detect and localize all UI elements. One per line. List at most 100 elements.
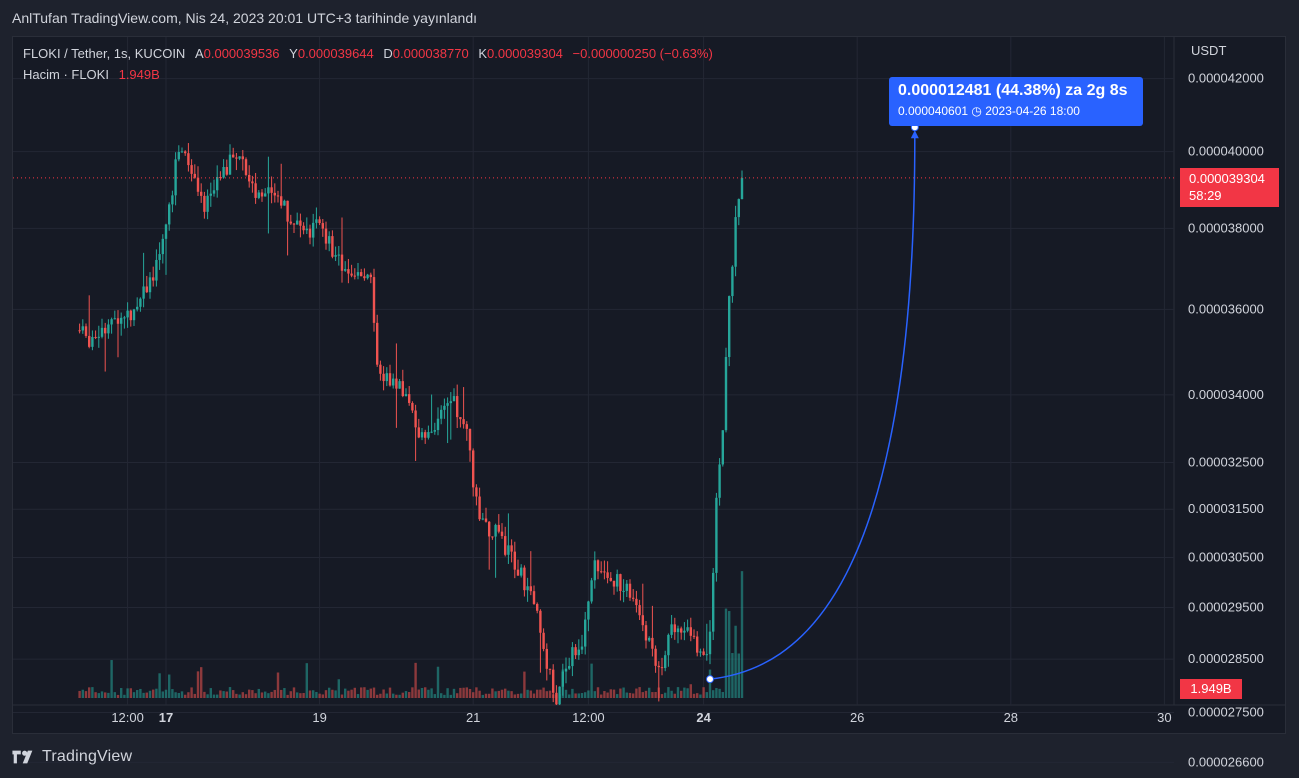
symbol-name[interactable]: FLOKI / Tether, 1s, KUCOIN [23, 46, 186, 61]
candle-body[interactable] [161, 238, 164, 255]
candle-body[interactable] [145, 286, 148, 293]
candle-body[interactable] [718, 464, 721, 498]
candle-body[interactable] [251, 181, 254, 184]
candle-body[interactable] [478, 496, 481, 520]
candle-body[interactable] [673, 624, 676, 633]
candle-body[interactable] [484, 518, 488, 522]
candle-body[interactable] [696, 636, 699, 653]
candle-body[interactable] [296, 220, 299, 225]
candle-body[interactable] [593, 560, 596, 581]
candle-body[interactable] [219, 176, 222, 178]
candle-body[interactable] [404, 394, 408, 397]
candle-body[interactable] [228, 154, 232, 175]
candle-body[interactable] [174, 159, 177, 196]
candle-body[interactable] [91, 337, 94, 347]
candle-body[interactable] [680, 628, 683, 633]
candle-body[interactable] [152, 277, 155, 281]
candle-body[interactable] [430, 431, 433, 433]
candle-body[interactable] [308, 228, 312, 238]
candle-body[interactable] [283, 200, 286, 206]
candle-body[interactable] [225, 167, 228, 175]
candle-body[interactable] [232, 154, 235, 158]
candle-body[interactable] [523, 567, 526, 591]
candle-body[interactable] [692, 635, 696, 637]
candle-body[interactable] [363, 276, 366, 279]
candle-body[interactable] [180, 151, 184, 153]
candle-body[interactable] [280, 196, 283, 206]
candle-body[interactable] [116, 318, 120, 324]
candle-body[interactable] [497, 524, 500, 532]
candle-body[interactable] [468, 428, 472, 451]
candle-body[interactable] [664, 655, 667, 669]
candle-body[interactable] [587, 601, 590, 620]
candle-body[interactable] [97, 336, 100, 338]
candle-body[interactable] [548, 668, 552, 670]
candle-body[interactable] [318, 219, 321, 224]
candle-body[interactable] [699, 651, 702, 653]
candle-body[interactable] [606, 572, 609, 578]
candle-body[interactable] [619, 574, 622, 592]
candle-body[interactable] [622, 590, 625, 592]
candle-body[interactable] [324, 228, 328, 244]
candle-body[interactable] [414, 410, 417, 428]
candle-body[interactable] [516, 569, 520, 576]
candle-body[interactable] [529, 586, 532, 592]
candle-body[interactable] [398, 381, 401, 389]
candle-body[interactable] [417, 427, 420, 438]
candle-body[interactable] [635, 598, 638, 606]
candle-body[interactable] [424, 432, 427, 438]
candle-body[interactable] [292, 223, 296, 225]
candle-body[interactable] [379, 364, 382, 374]
candle-body[interactable] [708, 631, 712, 655]
candle-body[interactable] [148, 277, 152, 293]
candle-body[interactable] [596, 560, 600, 572]
candle-body[interactable] [328, 236, 331, 244]
candle-body[interactable] [321, 223, 324, 229]
candle-body[interactable] [580, 646, 584, 650]
candle-body[interactable] [686, 627, 689, 631]
candle-body[interactable] [209, 193, 212, 196]
candle-body[interactable] [360, 272, 363, 277]
candle-body[interactable] [542, 632, 545, 649]
candle-body[interactable] [212, 190, 216, 194]
candle-body[interactable] [616, 574, 619, 587]
candle-body[interactable] [715, 497, 718, 573]
candle-body[interactable] [443, 405, 446, 410]
candle-body[interactable] [347, 269, 350, 274]
candle-body[interactable] [299, 220, 302, 226]
candle-body[interactable] [481, 518, 484, 520]
candle-body[interactable] [552, 669, 555, 693]
candle-body[interactable] [369, 274, 372, 278]
candle-body[interactable] [689, 627, 692, 636]
candle-body[interactable] [712, 572, 715, 632]
candle-body[interactable] [340, 254, 344, 271]
candle-body[interactable] [648, 637, 651, 641]
candle-body[interactable] [555, 692, 558, 705]
candle-body[interactable] [494, 524, 497, 537]
candle-body[interactable] [382, 373, 385, 382]
candle-body[interactable] [286, 200, 289, 222]
candle-body[interactable] [126, 310, 129, 318]
candle-body[interactable] [276, 195, 280, 197]
candle-body[interactable] [462, 419, 465, 425]
candle-body[interactable] [574, 647, 577, 656]
candle-body[interactable] [107, 324, 110, 334]
candle-body[interactable] [670, 624, 673, 635]
candle-body[interactable] [654, 648, 657, 666]
candle-body[interactable] [526, 586, 529, 591]
candle-body[interactable] [238, 156, 241, 159]
candle-body[interactable] [289, 221, 292, 224]
candle-body[interactable] [376, 322, 379, 365]
candle-body[interactable] [164, 224, 168, 239]
candle-body[interactable] [155, 259, 158, 281]
candle-body[interactable] [510, 545, 513, 552]
candle-body[interactable] [235, 157, 238, 159]
chart-panel[interactable] [12, 36, 1286, 734]
candle-body[interactable] [584, 619, 587, 647]
candle-body[interactable] [136, 306, 139, 310]
candle-body[interactable] [513, 551, 516, 570]
candle-body[interactable] [408, 394, 411, 403]
candle-body[interactable] [104, 327, 107, 334]
candle-body[interactable] [401, 381, 404, 397]
